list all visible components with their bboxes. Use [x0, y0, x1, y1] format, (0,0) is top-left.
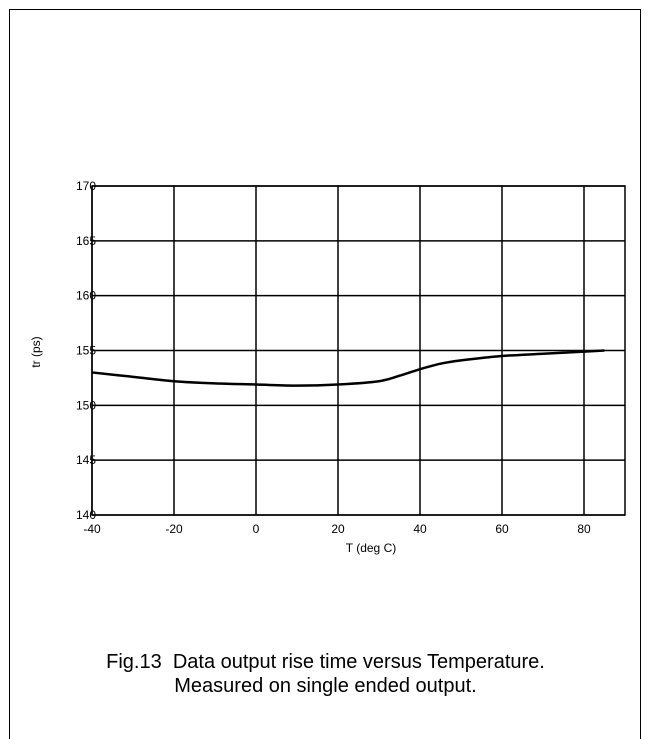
x-tick-label: -20: [165, 522, 183, 536]
series-group: [91, 349, 605, 387]
x-tick-label: 80: [577, 522, 591, 536]
x-tick-label: 60: [495, 522, 509, 536]
chart-grid: [91, 185, 625, 516]
y-tick-label: 160: [76, 289, 96, 303]
caption-line-1: Fig.13 Data output rise time versus Temp…: [106, 651, 545, 673]
x-axis-label: T (deg C): [346, 541, 396, 555]
y-tick-label: 165: [76, 234, 96, 248]
x-axis-ticks: -40 -20 0 20 40 60 80: [83, 522, 591, 536]
y-tick-label: 145: [76, 453, 96, 467]
y-tick-label: 170: [76, 179, 96, 193]
y-tick-label: 140: [76, 508, 96, 522]
figure-caption: Fig.13 Data output rise time versus Temp…: [0, 650, 651, 698]
y-axis-ticks: 140 145 150 155 160 165 170: [76, 179, 96, 522]
plot-area: [91, 185, 626, 516]
y-tick-label: 155: [76, 344, 96, 358]
y-tick-label: 150: [76, 398, 96, 412]
y-axis-label: tr (ps): [29, 336, 43, 367]
x-tick-label: -40: [83, 522, 101, 536]
figure-frame: [9, 9, 641, 739]
x-tick-label: 0: [253, 522, 260, 536]
x-tick-label: 40: [413, 522, 427, 536]
x-tick-label: 20: [331, 522, 345, 536]
caption-line-2: Measured on single ended output.: [174, 675, 477, 697]
series-line: [91, 349, 605, 387]
